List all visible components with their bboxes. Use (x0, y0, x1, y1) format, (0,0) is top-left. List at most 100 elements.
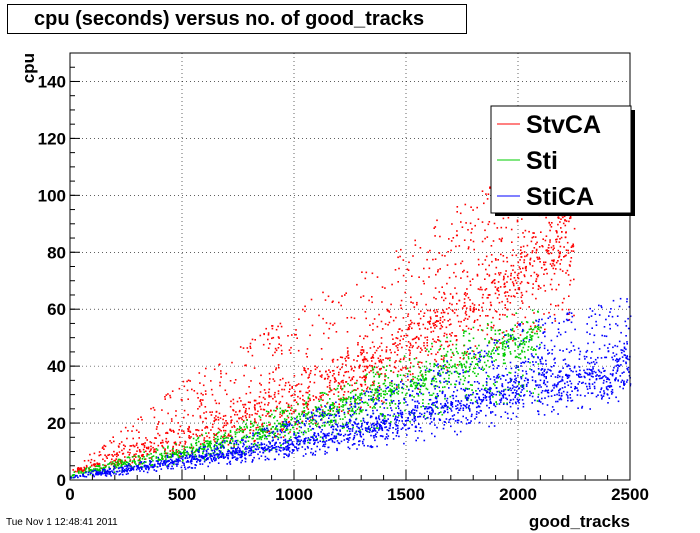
data-point (386, 308, 389, 311)
data-point (469, 308, 472, 310)
data-point (352, 438, 355, 441)
data-point (342, 435, 345, 437)
data-point (276, 435, 278, 438)
data-point (119, 473, 122, 475)
data-point (371, 301, 373, 304)
data-point (420, 384, 423, 387)
data-point (514, 295, 516, 298)
data-point (114, 459, 117, 462)
data-point (347, 434, 349, 436)
data-point (480, 368, 483, 370)
data-point (547, 395, 550, 398)
data-point (406, 334, 409, 337)
data-point (440, 367, 443, 370)
series-stica (70, 297, 632, 479)
data-point (387, 435, 390, 437)
data-point (396, 375, 399, 378)
data-point (320, 431, 322, 433)
data-point (360, 353, 363, 356)
data-point (124, 465, 126, 468)
data-point (398, 407, 400, 410)
data-point (591, 327, 593, 329)
data-point (183, 450, 185, 452)
data-point (478, 304, 480, 306)
data-point (294, 390, 296, 393)
data-point (565, 405, 568, 408)
data-point (256, 432, 258, 434)
data-point (464, 365, 466, 368)
data-point (399, 360, 402, 363)
data-point (252, 429, 255, 432)
data-point (385, 369, 387, 371)
data-point (499, 313, 501, 316)
data-point (295, 333, 297, 336)
data-point (239, 449, 241, 451)
data-point (494, 384, 496, 387)
data-point (187, 430, 190, 432)
data-point (241, 428, 244, 431)
data-point (363, 401, 366, 404)
data-point (339, 399, 342, 402)
data-point (371, 365, 374, 368)
data-point (341, 356, 344, 359)
data-point (417, 361, 420, 363)
data-point (465, 354, 468, 356)
data-point (128, 457, 131, 459)
data-point (611, 391, 614, 394)
data-point (399, 368, 402, 371)
data-point (530, 240, 533, 243)
data-point (128, 448, 131, 451)
data-point (203, 439, 205, 441)
data-point (543, 261, 545, 264)
data-point (511, 281, 514, 283)
data-point (515, 312, 517, 314)
data-point (454, 386, 456, 388)
data-point (242, 347, 245, 349)
data-point (469, 368, 471, 371)
data-point (601, 377, 603, 379)
data-point (214, 419, 217, 421)
data-point (622, 360, 625, 362)
data-point (146, 439, 148, 441)
data-point (116, 452, 118, 454)
data-point (204, 427, 206, 429)
data-point (435, 315, 437, 317)
data-point (476, 275, 479, 277)
data-point (595, 395, 598, 398)
data-point (459, 325, 461, 327)
data-point (418, 402, 420, 405)
data-point (301, 420, 304, 423)
data-point (458, 381, 461, 384)
data-point (465, 417, 467, 419)
data-point (431, 378, 434, 380)
data-point (373, 424, 375, 427)
data-point (380, 392, 382, 395)
data-point (581, 407, 583, 409)
data-point (138, 459, 141, 461)
data-point (244, 446, 247, 449)
data-point (456, 314, 459, 317)
data-point (277, 364, 280, 366)
data-point (373, 427, 375, 429)
data-point (627, 327, 630, 330)
data-point (468, 366, 471, 368)
data-point (523, 379, 526, 382)
data-point (329, 410, 331, 412)
data-point (465, 294, 467, 297)
data-point (306, 439, 309, 442)
data-point (235, 443, 238, 446)
data-point (564, 219, 566, 221)
data-point (338, 403, 340, 406)
data-point (137, 466, 140, 469)
data-point (552, 262, 554, 265)
data-point (447, 370, 449, 373)
data-point (514, 271, 516, 274)
data-point (313, 381, 316, 384)
data-point (418, 382, 420, 385)
data-point (547, 368, 549, 371)
data-point (458, 409, 461, 411)
data-point (236, 459, 238, 461)
data-point (536, 325, 539, 328)
data-point (400, 248, 402, 251)
data-point (522, 323, 524, 325)
